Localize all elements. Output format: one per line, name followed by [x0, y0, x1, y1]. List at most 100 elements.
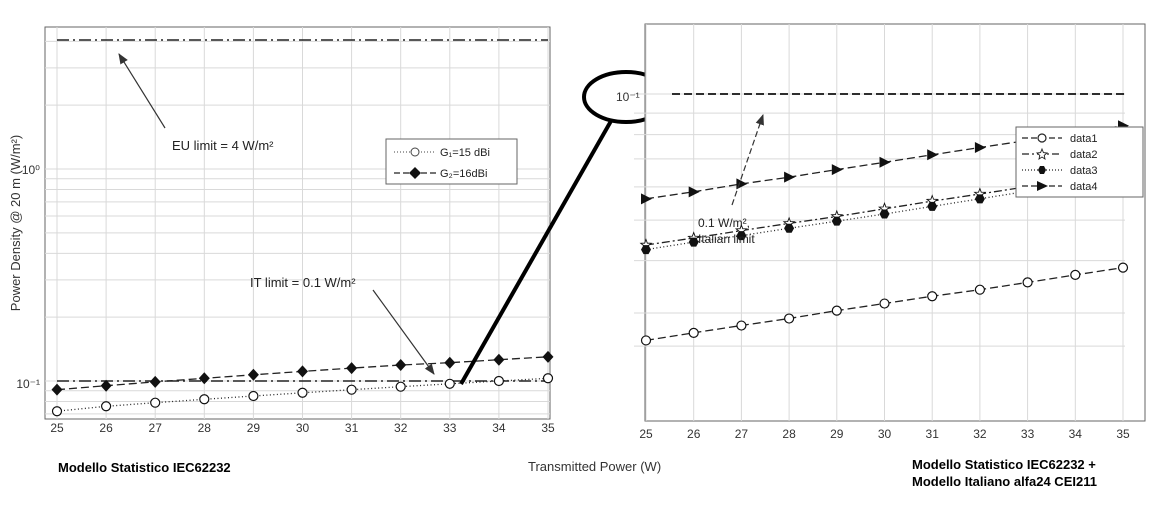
- data-point-marker: [346, 384, 357, 395]
- right-caption-line2: Modello Italiano alfa24 CEI211: [912, 474, 1097, 489]
- data-point-marker: [1117, 262, 1129, 273]
- x-tick-label: 32: [394, 421, 408, 435]
- data-point-marker: [150, 397, 161, 408]
- data-point-marker: [641, 193, 652, 205]
- right-legend-label-data3: data3: [1070, 165, 1098, 177]
- data-point-marker: [149, 375, 161, 388]
- data-point-marker: [1070, 269, 1081, 280]
- x-tick-label: 30: [878, 427, 892, 441]
- left-legend: G₁=15 dBi G₂=16dBi: [385, 138, 518, 185]
- right-caption-line1: Modello Statistico IEC62232 +: [912, 457, 1096, 472]
- x-tick-label: 30: [296, 421, 310, 435]
- data-point-marker: [688, 186, 700, 198]
- data-point-marker: [927, 149, 939, 161]
- data-point-marker: [395, 381, 406, 392]
- legend-filled-hexagon-icon: [1038, 166, 1046, 174]
- left-legend-label-g2: G₂=16dBi: [440, 168, 487, 180]
- data-point-marker: [346, 362, 358, 375]
- italian-limit-annotation-line1: 0.1 W/m²,: [698, 216, 750, 230]
- right-ytick-1e-1: 10⁻¹: [616, 90, 640, 104]
- x-tick-label: 31: [345, 421, 359, 435]
- x-tick-label: 28: [198, 421, 212, 435]
- data-point-marker: [784, 223, 795, 233]
- legend-open-circle-icon: [410, 147, 420, 157]
- x-tick-label: 34: [492, 421, 506, 435]
- eu-limit-annotation: EU limit = 4 W/m²: [172, 138, 274, 153]
- data-point-marker: [831, 216, 842, 226]
- left-series-layer: [51, 350, 554, 417]
- it-limit-annotation: IT limit = 0.1 W/m²: [250, 275, 356, 290]
- data-point-marker: [100, 379, 112, 392]
- left-caption: Modello Statistico IEC62232: [58, 460, 231, 475]
- series-1: [51, 373, 554, 417]
- left-ytick-1e0: 10⁰: [22, 163, 40, 177]
- legend-star-icon: [1035, 147, 1049, 160]
- series-line: [56, 377, 549, 412]
- data-point-marker: [297, 387, 308, 398]
- x-tick-label: 27: [149, 421, 163, 435]
- data-point-marker: [974, 194, 985, 204]
- x-tick-label: 28: [782, 427, 796, 441]
- left-legend-label-g1: G₁=15 dBi: [440, 147, 490, 159]
- left-grid: [45, 27, 550, 419]
- x-tick-label: 35: [541, 421, 555, 435]
- legend-filled-triangle-icon: [1037, 181, 1048, 191]
- data-point-marker: [542, 373, 554, 384]
- data-point-marker: [927, 291, 938, 302]
- data-point-marker: [493, 353, 505, 366]
- data-point-marker: [444, 378, 455, 389]
- data-point-marker: [736, 231, 747, 241]
- x-tick-label: 33: [443, 421, 457, 435]
- x-tick-label: 35: [1116, 427, 1130, 441]
- data-point-marker: [51, 383, 63, 396]
- right-legend-label-data2: data2: [1070, 149, 1098, 161]
- right-plot-area: [644, 23, 1146, 422]
- left-ytick-1e-1: 10⁻¹: [16, 377, 40, 391]
- data-point-marker: [879, 298, 890, 309]
- x-tick-label: 33: [1021, 427, 1035, 441]
- italian-limit-annotation-line2: Italian limit: [698, 232, 755, 246]
- x-tick-label: 34: [1069, 427, 1083, 441]
- data-point-marker: [199, 394, 210, 405]
- right-legend-label-data1: data1: [1070, 133, 1098, 145]
- italian-limit-arrow: [731, 113, 764, 206]
- zoom-connector-line: [459, 120, 613, 385]
- data-point-marker: [1022, 277, 1033, 288]
- it-annotation-arrow: [372, 289, 435, 375]
- data-point-marker: [542, 350, 554, 363]
- data-point-marker: [51, 406, 63, 417]
- data-point-marker: [248, 390, 259, 402]
- left-x-ticks: 25 26 27 28 29 30 31 32 33 34 35: [50, 421, 555, 435]
- eu-annotation-arrow: [118, 53, 166, 129]
- x-tick-label: 27: [735, 427, 749, 441]
- right-x-ticks: 25 26 27 28 29 30 31 32 33 34 35: [639, 427, 1130, 441]
- data-point-marker: [974, 284, 986, 295]
- data-point-marker: [395, 358, 407, 371]
- series-2: [51, 350, 554, 396]
- data-point-marker: [783, 313, 795, 324]
- legend-open-circle-icon: [1037, 133, 1047, 143]
- series-1: [640, 262, 1129, 346]
- x-tick-label: 31: [926, 427, 940, 441]
- x-tick-label: 25: [639, 427, 653, 441]
- x-tick-label: 26: [687, 427, 701, 441]
- data-point-marker: [641, 245, 651, 255]
- data-point-marker: [736, 320, 747, 331]
- x-tick-label: 26: [99, 421, 113, 435]
- right-chart: 25 26 27 28 29 30 31 32 33 34 35 10⁻¹ 0.1 W/m², It…: [616, 23, 1146, 441]
- data-point-marker: [879, 156, 891, 168]
- x-tick-label: 32: [973, 427, 987, 441]
- left-plot-area: [44, 26, 551, 420]
- data-point-marker: [879, 209, 890, 219]
- right-legend-label-data4: data4: [1070, 181, 1098, 193]
- x-tick-label: 29: [830, 427, 844, 441]
- data-point-marker: [100, 401, 112, 412]
- data-point-marker: [247, 368, 259, 381]
- legend-filled-diamond-icon: [409, 167, 421, 179]
- x-tick-label: 29: [247, 421, 261, 435]
- data-point-marker: [831, 164, 843, 176]
- data-point-marker: [688, 327, 699, 338]
- data-point-marker: [784, 171, 796, 183]
- left-chart: 25 26 27 28 29 30 31 32 33 34 35 10⁻¹ 10⁰ Power De…: [8, 26, 555, 435]
